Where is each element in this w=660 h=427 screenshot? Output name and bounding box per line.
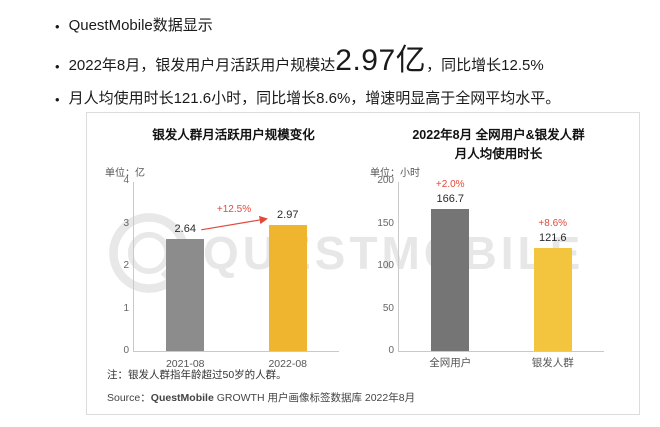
chart-title-line1: 2022年8月 全网用户&银发人群 [412,128,585,142]
chart-title-line2: 月人均使用时长 [454,146,543,161]
chart-panel: QUESTMOBILE 银发人群月活跃用户规模变化 单位：亿 0 1 2 3 4 2.64… [86,112,640,415]
bullet-icon: • [55,58,60,74]
category-label: 2022-08 [268,358,308,370]
chart-title-line1: 银发人群月活跃用户规模变化 [152,128,315,142]
y-tick-label: 200 [377,175,394,186]
footnote: 注：银发人群指年龄超过50岁的人群。 [107,369,287,381]
bullet-line-2: • 2022年8月，银发用户月活跃用户规模达2.97亿，同比增长12.5% [55,46,645,76]
summary-bullets: • QuestMobile数据显示 • 2022年8月，银发用户月活跃用户规模达2.… [55,14,645,119]
y-tick-label: 0 [123,345,129,356]
source-brand: QuestMobile [150,392,214,404]
y-tick-label: 2 [123,260,129,271]
growth-annotation: +12.5% [216,203,252,215]
y-tick-label: 0 [388,345,394,356]
bar-value-label: 166.7 [436,193,465,206]
category-label: 银发人群 [531,357,574,369]
source-line: Source：QuestMobile GROWTH 用户画像标签数据库 2022… [107,390,415,405]
bullet-3-text: 月人均使用时长121.6小时，同比增长8.6%，增速明显高于全网平均水平。 [68,90,561,107]
bullet-icon: • [55,91,60,107]
y-tick-label: 50 [382,302,394,314]
chart-silver-mau: 银发人群月活跃用户规模变化 单位：亿 0 1 2 3 4 2.64 2021-08 2.97 2… [101,126,366,370]
bar [268,224,307,351]
bullet-2-prefix: 2022年8月，银发用户月活跃用户规模达 [68,57,336,74]
bullet-line-1: • QuestMobile数据显示 [55,14,645,35]
plot-area-mau: 0 1 2 3 4 2.64 2021-08 2.97 2022-08 +12.5% [123,175,339,370]
y-tick-label: 4 [123,175,129,186]
category-label: 全网用户 [429,357,472,369]
y-tick-label: 1 [123,302,129,314]
bullet-line-3: • 月人均使用时长121.6小时，同比增长8.6%，增速明显高于全网平均水平。 [55,87,645,108]
bar [533,247,572,351]
bullet-icon: • [55,18,60,34]
chart-title: 银发人群月活跃用户规模变化 [101,126,366,163]
growth-label: +2.0% [435,179,465,191]
source-rest: GROWTH 用户画像标签数据库 2022年8月 [213,392,416,404]
bar [431,209,470,351]
y-tick-label: 3 [123,217,129,229]
chart-title: 2022年8月 全网用户&银发人群 月人均使用时长 [366,126,631,163]
bar-value-label: 121.6 [538,231,567,244]
unit-label: 单位：亿 [105,168,145,179]
source-label: Source： [107,392,151,404]
plot-area-duration: 0 50 100 150 200 166.7 +2.0% 全网用户 121.6 +8.6% 银发人群 [377,175,604,369]
unit-label: 单位：小时 [370,168,420,179]
highlight-value: 2.97亿 [335,44,427,77]
y-tick-label: 150 [377,217,394,229]
bar-value-label: 2.97 [277,208,299,221]
chart-usage-duration: 2022年8月 全网用户&银发人群 月人均使用时长 单位：小时 0 50 100 15… [366,126,631,369]
y-tick-label: 100 [377,260,394,271]
growth-arrow [201,215,268,231]
bullet-2-suffix: ，同比增长12.5% [426,57,544,74]
bullet-1-text: QuestMobile数据显示 [68,17,213,34]
charts-row: 银发人群月活跃用户规模变化 单位：亿 0 1 2 3 4 2.64 2021-08 2.97 2… [87,113,639,370]
growth-label: +8.6% [538,217,568,229]
category-label: 2021-08 [165,358,205,370]
